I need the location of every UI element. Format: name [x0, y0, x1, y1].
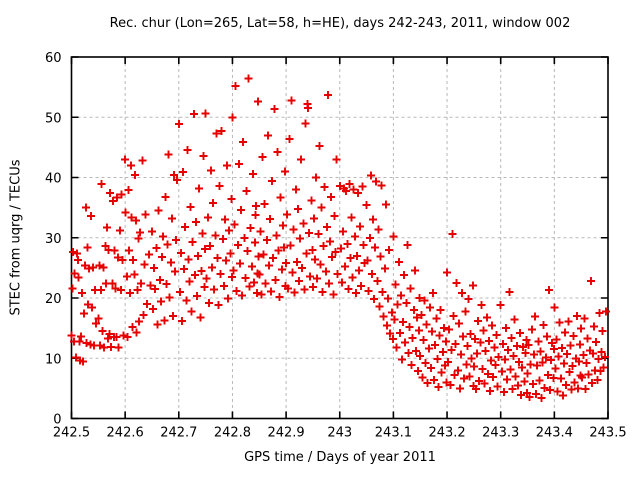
gridlines — [71, 57, 608, 419]
y-tick-label: 0 — [53, 413, 61, 428]
x-tick-label: 243 — [327, 426, 352, 441]
y-tick-label: 50 — [45, 111, 62, 126]
x-tick-label: 242.5 — [53, 426, 90, 441]
x-tick-label: 242.8 — [214, 426, 251, 441]
x-tick-label: 243.5 — [589, 426, 626, 441]
x-tick-label: 242.9 — [267, 426, 304, 441]
x-tick-label: 243.3 — [482, 426, 519, 441]
scatter-points — [67, 74, 610, 402]
y-axis-label: STEC from uqrg / TECUs — [8, 159, 24, 316]
x-tick-label: 243.4 — [536, 426, 573, 441]
y-tick-label: 40 — [45, 172, 62, 187]
y-tick-label: 20 — [45, 292, 62, 307]
y-tick-label: 10 — [45, 352, 62, 367]
chart-title: Rec. chur (Lon=265, Lat=58, h=HE), days … — [109, 16, 571, 31]
x-tick-label: 243.2 — [428, 426, 465, 441]
y-tick-label: 30 — [45, 232, 62, 247]
x-axis-label: GPS time / Days of year 2011 — [244, 450, 436, 465]
x-tick-label: 242.7 — [160, 426, 197, 441]
y-tick-label: 60 — [45, 51, 62, 66]
x-tick-label: 243.1 — [375, 426, 412, 441]
x-tick-label: 242.6 — [107, 426, 144, 441]
